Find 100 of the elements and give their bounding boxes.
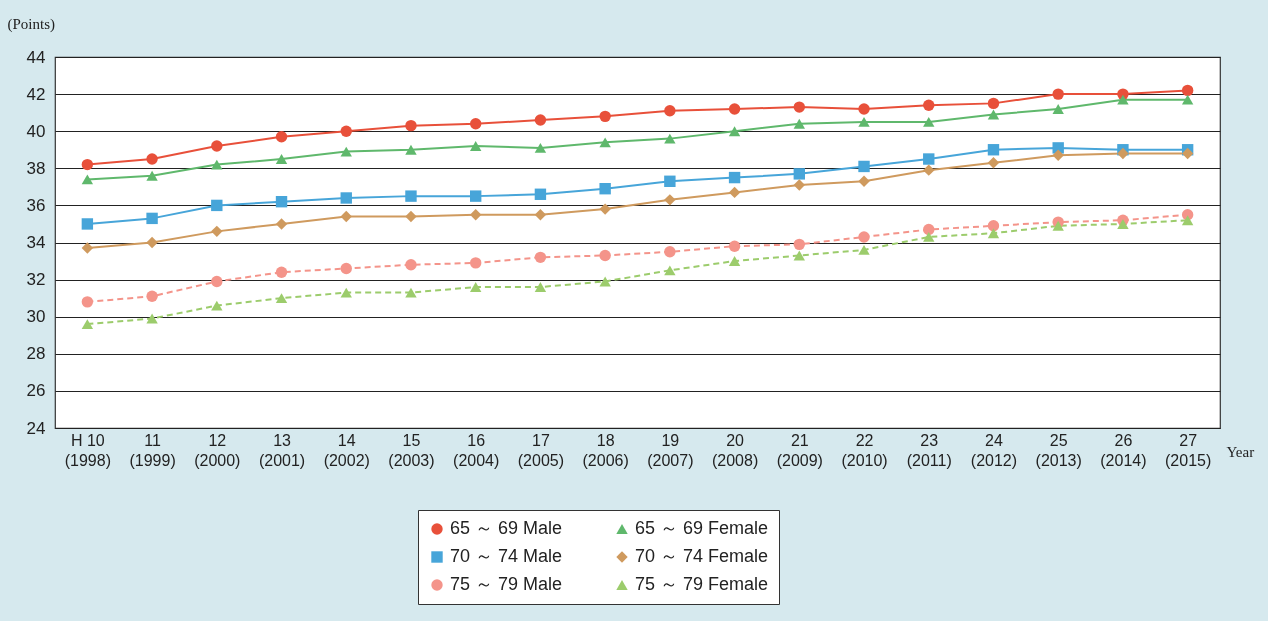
point: [1117, 219, 1129, 229]
y-tick-label: 26: [26, 381, 46, 401]
x-tick-label: 23 (2011): [906, 431, 952, 469]
x-tick-label: 22 (2010): [841, 431, 888, 469]
point: [469, 141, 482, 151]
point: [923, 153, 935, 165]
point: [793, 168, 806, 180]
point: [146, 290, 158, 302]
point: [599, 203, 611, 215]
point: [793, 250, 806, 261]
point: [534, 114, 547, 126]
y-tick-label: 32: [26, 270, 46, 290]
y-tick-label: 38: [26, 158, 46, 178]
point: [664, 105, 676, 117]
point: [923, 116, 935, 127]
point: [275, 195, 288, 208]
point: [858, 160, 870, 173]
x-tick-label: H 10 (1998): [64, 431, 111, 469]
x-tick-label: 25 (2013): [1035, 431, 1082, 469]
point: [340, 192, 352, 204]
legend-label: 65 ～ 69 Male: [450, 518, 563, 538]
point: [275, 218, 288, 230]
point: [793, 118, 806, 129]
point: [469, 190, 482, 202]
point: [858, 103, 870, 115]
x-tick-label: 24 (2012): [970, 431, 1018, 469]
point: [987, 144, 1000, 156]
point: [599, 249, 611, 262]
point: [1181, 215, 1194, 226]
point: [923, 164, 935, 176]
y-tick-label: 28: [26, 344, 46, 364]
point: [858, 231, 870, 243]
point: [664, 194, 676, 206]
point: [1052, 104, 1064, 114]
point: [211, 225, 223, 238]
point: [728, 240, 741, 252]
point: [340, 210, 352, 223]
point: [664, 265, 676, 276]
y-tick-label: 34: [26, 233, 46, 252]
point: [81, 319, 94, 330]
point: [534, 251, 547, 264]
point: [146, 236, 158, 249]
point: [1181, 94, 1194, 105]
x-tick-label: 13 (2001): [258, 431, 306, 469]
x-tick-label: 19 (2007): [647, 431, 694, 469]
point: [793, 101, 806, 113]
point: [858, 175, 870, 187]
point: [405, 259, 417, 271]
point: [275, 293, 288, 304]
x-axis-title: Year: [1226, 443, 1255, 460]
point: [405, 210, 417, 223]
point: [81, 174, 94, 185]
point: [987, 228, 1000, 239]
point: [728, 103, 741, 115]
point: [1052, 220, 1064, 231]
point: [599, 183, 611, 195]
point: [728, 256, 741, 266]
point: [858, 244, 870, 255]
point: [211, 275, 223, 288]
point: [1052, 149, 1064, 162]
point: [664, 175, 676, 187]
y-tick-label: 24: [26, 418, 46, 438]
legend-label: 70 ～ 74 Male: [450, 546, 563, 566]
legend-label: 75 ～ 79 Female: [635, 574, 769, 594]
point: [469, 118, 482, 130]
point: [81, 242, 94, 254]
legend-label: 65 ～ 69 Female: [635, 518, 769, 538]
point: [405, 119, 417, 132]
point: [275, 154, 288, 164]
point: [211, 300, 223, 311]
x-tick-label: 27 (2015): [1165, 431, 1212, 469]
point: [275, 266, 288, 278]
point: [469, 257, 482, 269]
point: [340, 125, 352, 137]
y-tick-label: 44: [26, 47, 46, 67]
point: [469, 282, 482, 292]
point: [1117, 94, 1129, 105]
y-tick-label: 40: [26, 121, 46, 141]
x-tick-label: 20 (2008): [711, 431, 759, 469]
point: [599, 137, 611, 148]
x-tick-label: 18 (2006): [582, 431, 629, 469]
point: [1052, 88, 1064, 100]
point: [793, 179, 806, 191]
point: [211, 159, 223, 170]
point: [405, 144, 417, 155]
point: [664, 133, 676, 144]
x-tick-label: 17 (2005): [517, 431, 565, 469]
point: [1117, 147, 1129, 160]
point: [728, 126, 741, 137]
point: [987, 220, 1000, 232]
point: [987, 97, 1000, 110]
y-axis-title: (Points): [7, 15, 56, 33]
point: [923, 232, 935, 242]
y-tick-label: 36: [26, 195, 46, 215]
x-tick-label: 21 (2009): [776, 431, 823, 469]
legend-label: 70 ～ 74 Female: [635, 546, 769, 566]
point: [987, 157, 1000, 169]
point: [146, 170, 158, 181]
point: [534, 282, 547, 292]
x-tick-label: 12 (2000): [194, 431, 241, 469]
